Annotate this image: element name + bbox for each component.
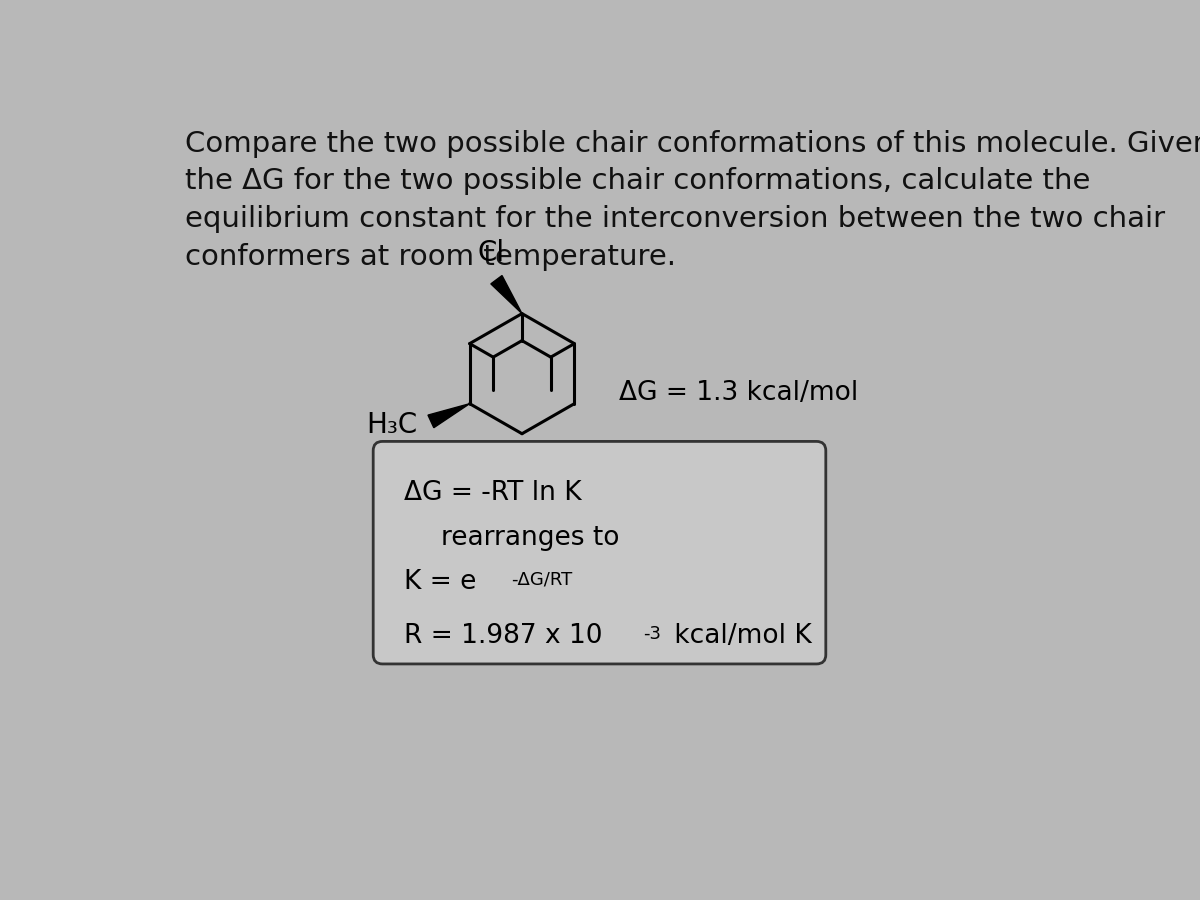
Text: H₃C: H₃C [366,411,418,439]
Text: -ΔG/RT: -ΔG/RT [511,571,572,589]
Text: rearranges to: rearranges to [440,525,619,551]
Text: -3: -3 [643,625,661,643]
Text: R = 1.987 x 10: R = 1.987 x 10 [404,623,602,649]
Text: kcal/mol K: kcal/mol K [666,623,812,649]
Text: ΔG = 1.3 kcal/mol: ΔG = 1.3 kcal/mol [619,380,858,406]
Text: Compare the two possible chair conformations of this molecule. Given
the ΔG for : Compare the two possible chair conformat… [185,130,1200,271]
Polygon shape [428,404,469,428]
FancyBboxPatch shape [373,441,826,664]
Text: ΔG = -RT ln K: ΔG = -RT ln K [404,480,582,506]
Polygon shape [491,275,522,313]
Text: K = e: K = e [404,569,476,595]
Text: Cl: Cl [478,239,504,267]
